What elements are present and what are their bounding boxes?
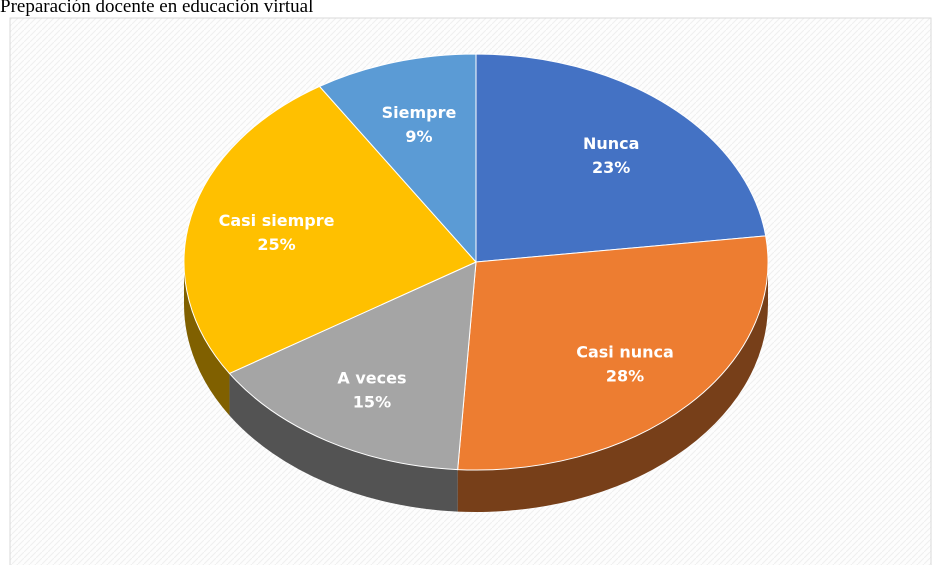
slice-label: Casi siempre — [219, 211, 335, 230]
labels: Nunca 23% Casi nunca 28% A veces 15% Casi siem… — [219, 103, 674, 411]
pie-sides — [184, 262, 768, 513]
pie-slice — [228, 261, 477, 471]
pie-side — [184, 262, 230, 416]
chart-title: Preparación docente en educación virtual — [0, 0, 313, 17]
slice-value: 15% — [353, 392, 391, 411]
pie-side — [457, 262, 768, 513]
slice-label: Nunca — [583, 134, 639, 153]
slice-label: Casi nunca — [576, 343, 674, 362]
slice-value: 23% — [592, 158, 630, 177]
pie-slice — [457, 235, 769, 471]
pie-tops — [183, 53, 769, 471]
pie-slice — [318, 53, 477, 264]
pie-side — [229, 373, 458, 512]
pie-slice — [475, 53, 767, 263]
slice-value: 25% — [257, 235, 295, 254]
slice-label: A veces — [337, 368, 406, 387]
pie-slice — [183, 85, 477, 375]
slice-value: 28% — [606, 367, 644, 386]
slice-label: Siempre — [382, 103, 457, 122]
slice-value: 9% — [405, 127, 432, 146]
